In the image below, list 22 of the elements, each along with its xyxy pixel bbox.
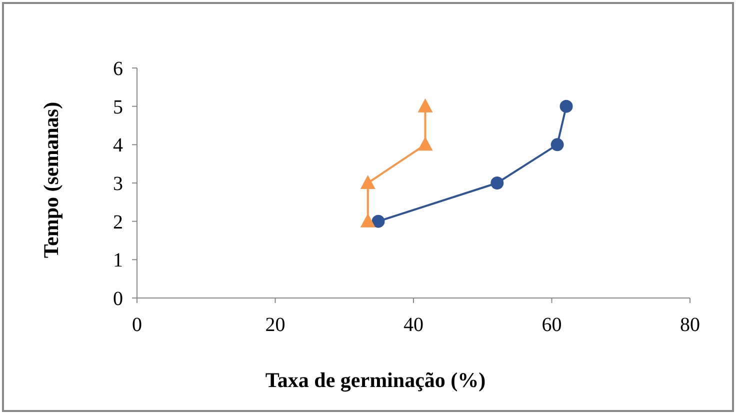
x-tick-label: 0 bbox=[132, 314, 142, 336]
point bbox=[360, 213, 376, 228]
point bbox=[418, 136, 433, 151]
point bbox=[550, 138, 564, 152]
y-tick-label: 2 bbox=[113, 211, 123, 234]
y-tick-label: 5 bbox=[113, 96, 123, 118]
y-tick-label: 4 bbox=[113, 134, 123, 157]
y-tick-label: 0 bbox=[113, 288, 123, 310]
point bbox=[490, 176, 504, 190]
x-tick-label: 60 bbox=[542, 314, 562, 336]
point bbox=[560, 100, 573, 113]
point bbox=[372, 214, 385, 228]
y-tick-label: 1 bbox=[113, 250, 123, 272]
point bbox=[360, 175, 376, 189]
y-axis-title: Tempo (semanas) bbox=[39, 102, 63, 258]
x-tick-label: 40 bbox=[404, 314, 424, 336]
x-tick-label: 80 bbox=[680, 314, 700, 336]
y-tick-label: 3 bbox=[113, 173, 123, 195]
y-tick-label: 6 bbox=[113, 58, 123, 80]
x-tick-label: 20 bbox=[265, 314, 286, 336]
point bbox=[418, 98, 433, 112]
x-axis-title: Taxa de germinação (%) bbox=[265, 368, 486, 392]
